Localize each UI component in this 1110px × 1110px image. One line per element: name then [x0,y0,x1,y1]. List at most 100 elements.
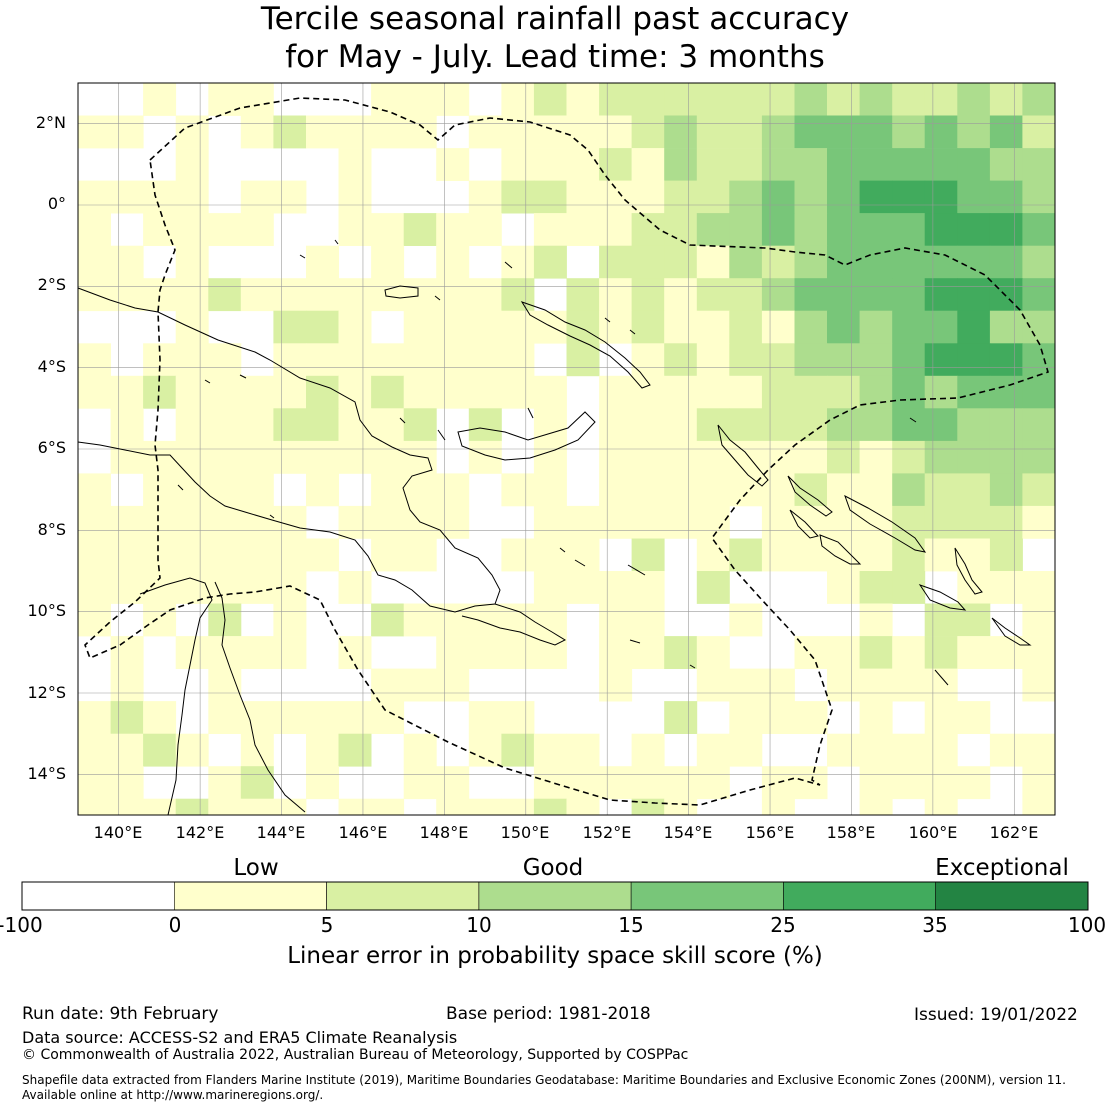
skill-cell [501,375,535,409]
skill-cell [859,245,893,279]
skill-cell [957,115,991,149]
skill-cell [827,83,860,116]
skill-cell [1022,245,1056,279]
skill-cell [631,180,665,214]
lat-label: 4°S [37,357,66,376]
skill-cell [1022,83,1056,116]
skill-cell [957,473,991,507]
skill-cell [664,408,698,442]
skill-cell [599,83,633,116]
skill-cell [208,798,242,816]
shapefile-credit-1: Shapefile data extracted from Flanders M… [22,1073,1066,1087]
skill-cell [892,213,926,246]
run-date: Run date: 9th February [22,1004,219,1024]
skill-cell [403,375,437,409]
skill-cell [761,343,795,377]
skill-cell [306,310,339,344]
map-frame [77,82,1056,816]
skill-cell [175,310,209,344]
skill-cell [859,408,893,442]
skill-cell [794,115,828,149]
coastline-malaita [954,547,983,595]
skill-cell [761,115,795,149]
skill-cell [208,538,242,572]
skill-cell [859,310,893,344]
skill-cell [403,83,437,116]
skill-cell [924,115,958,149]
skill-cell [1022,473,1056,507]
skill-cell [599,473,633,507]
skill-cell [110,766,144,800]
skill-cell [1022,148,1056,181]
lon-label: 152°E [582,823,632,842]
coastline-manus [384,285,419,299]
skill-cell [403,115,437,149]
skill-cell [78,538,111,572]
lon-label: 148°E [419,823,469,842]
skill-cell [989,571,1023,604]
skill-cell [761,180,795,214]
skill-cell [924,668,958,702]
skill-cell [827,733,860,767]
skill-cell [599,603,633,637]
skill-cell [924,701,958,734]
skill-cell [436,473,470,507]
skill-cell [1022,343,1056,377]
skill-cell [664,505,698,539]
skill-cell [78,213,111,246]
skill-cell [827,115,860,149]
skill-cell [827,375,860,409]
skill-cell [533,733,567,767]
skill-cell [78,571,111,604]
skill-cell [957,636,991,669]
skill-cell [78,375,111,409]
skill-cell [436,343,470,377]
colorbar-tick: 100 [1067,913,1107,937]
skill-cell [794,473,828,507]
skill-cell [696,766,730,800]
skill-cell [989,408,1023,442]
skill-cell [273,798,307,816]
skill-cell [631,83,665,116]
skill-cell [859,636,893,669]
skill-cell [533,245,567,279]
skill-cell [338,148,372,181]
skill-cell [794,440,828,474]
colorbar-tick: 15 [618,913,644,937]
skill-cell [631,278,665,312]
lon-label: 140°E [93,823,143,842]
skill-cell [273,701,307,734]
skill-cell [924,733,958,767]
skill-cell [436,310,470,344]
skill-cell [794,538,828,572]
skill-cell [892,571,926,604]
skill-cell [110,245,144,279]
skill-cell [827,310,860,344]
skill-cell [761,505,795,539]
skill-cell [957,375,991,409]
skill-cell [599,278,633,312]
skill-cell [989,538,1023,572]
skill-cell [827,245,860,279]
colorbar-tick: 25 [770,913,796,937]
skill-cell [696,148,730,181]
skill-cell [827,636,860,669]
band-label-exceptional: Exceptional [935,855,1069,881]
skill-cell [436,148,470,181]
skill-cell [631,310,665,344]
skill-cell [468,213,502,246]
skill-cell [1022,571,1056,604]
skill-cell [892,278,926,312]
skill-cell [729,343,763,377]
shapefile-credit-2: Available online at http://www.marinereg… [22,1088,324,1102]
skill-cell [208,571,242,604]
lon-label: 156°E [745,823,795,842]
skill-cell [403,603,437,637]
skill-cell [1022,505,1056,539]
skill-cell [566,83,600,116]
skill-cell [761,538,795,572]
skill-cell [696,538,730,572]
skill-cell [175,571,209,604]
skill-cell [924,245,958,279]
skill-cell [240,701,274,734]
